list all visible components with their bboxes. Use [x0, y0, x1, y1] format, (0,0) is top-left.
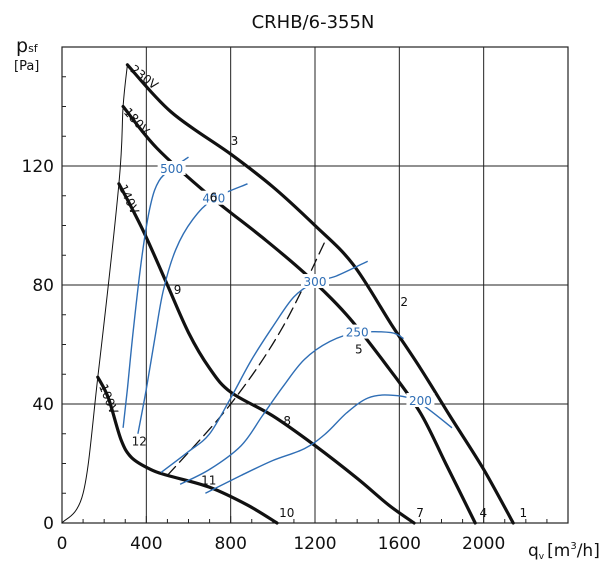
y-axis-unit: [Pa] [14, 59, 39, 74]
point-label: 8 [283, 414, 291, 428]
x-axis-unit-post: /h] [577, 541, 600, 561]
point-label: 7 [416, 506, 424, 520]
point-label: 9 [174, 283, 182, 297]
rpm-label-bg [199, 190, 228, 205]
x-tick-label: 1600 [378, 534, 421, 554]
fan-curve-line [125, 63, 515, 525]
rpm-curve-label: 300 [304, 275, 327, 289]
y-axis-label-sub: sf [28, 42, 39, 55]
x-axis-label: qv [m3/h] [528, 541, 600, 562]
voltage-label: 100V [96, 382, 121, 417]
rpm-curve-line [160, 260, 368, 473]
x-tick-label: 800 [214, 534, 246, 554]
rpm-curve-line [205, 394, 453, 494]
rpm-curve-label: 250 [346, 326, 369, 340]
fan-curve-line [96, 375, 279, 525]
y-tick-label: 80 [32, 276, 54, 296]
x-axis-unit-sup: 3 [570, 541, 576, 552]
x-tick-label: 2000 [462, 534, 505, 554]
limit-curve [61, 64, 128, 524]
point-label: 12 [132, 435, 147, 449]
rpm-curve-line [179, 330, 404, 485]
chart-title: CRHB/6-355N [252, 12, 375, 33]
y-axis-label-main: p [16, 35, 28, 57]
x-tick-label: 400 [130, 534, 162, 554]
x-axis-label-main: q [528, 541, 539, 561]
rpm-curve-label: 200 [409, 394, 432, 408]
point-label: 2 [400, 295, 408, 309]
fan-curve-line [117, 182, 416, 525]
voltage-label: 230V [128, 62, 162, 93]
point-label: 3 [231, 134, 239, 148]
x-axis-label-sub: v [539, 552, 545, 562]
x-tick-label: 1200 [293, 534, 336, 554]
x-tick-label: 0 [57, 534, 68, 554]
voltage-label: 180V [121, 105, 153, 138]
point-label: 11 [201, 473, 216, 487]
point-label: 4 [479, 506, 487, 520]
point-label: 1 [520, 506, 528, 520]
rpm-label-bg [157, 160, 186, 175]
x-axis-unit-pre: [m [547, 541, 570, 561]
y-tick-label: 40 [32, 395, 54, 415]
y-tick-label: 0 [43, 514, 54, 534]
rpm-label-bg [406, 393, 435, 408]
point-label: 10 [279, 506, 294, 520]
point-label: 6 [210, 191, 218, 205]
y-axis-label: psf [16, 35, 39, 57]
rpm-curve-label: 400 [202, 192, 225, 206]
rpm-label-bg [343, 324, 372, 339]
voltage-label: 140V [116, 182, 142, 217]
rpm-curve-label: 500 [160, 162, 183, 176]
y-tick-label: 120 [22, 157, 54, 177]
point-label: 5 [355, 342, 363, 356]
rpm-label-bg [301, 274, 329, 289]
